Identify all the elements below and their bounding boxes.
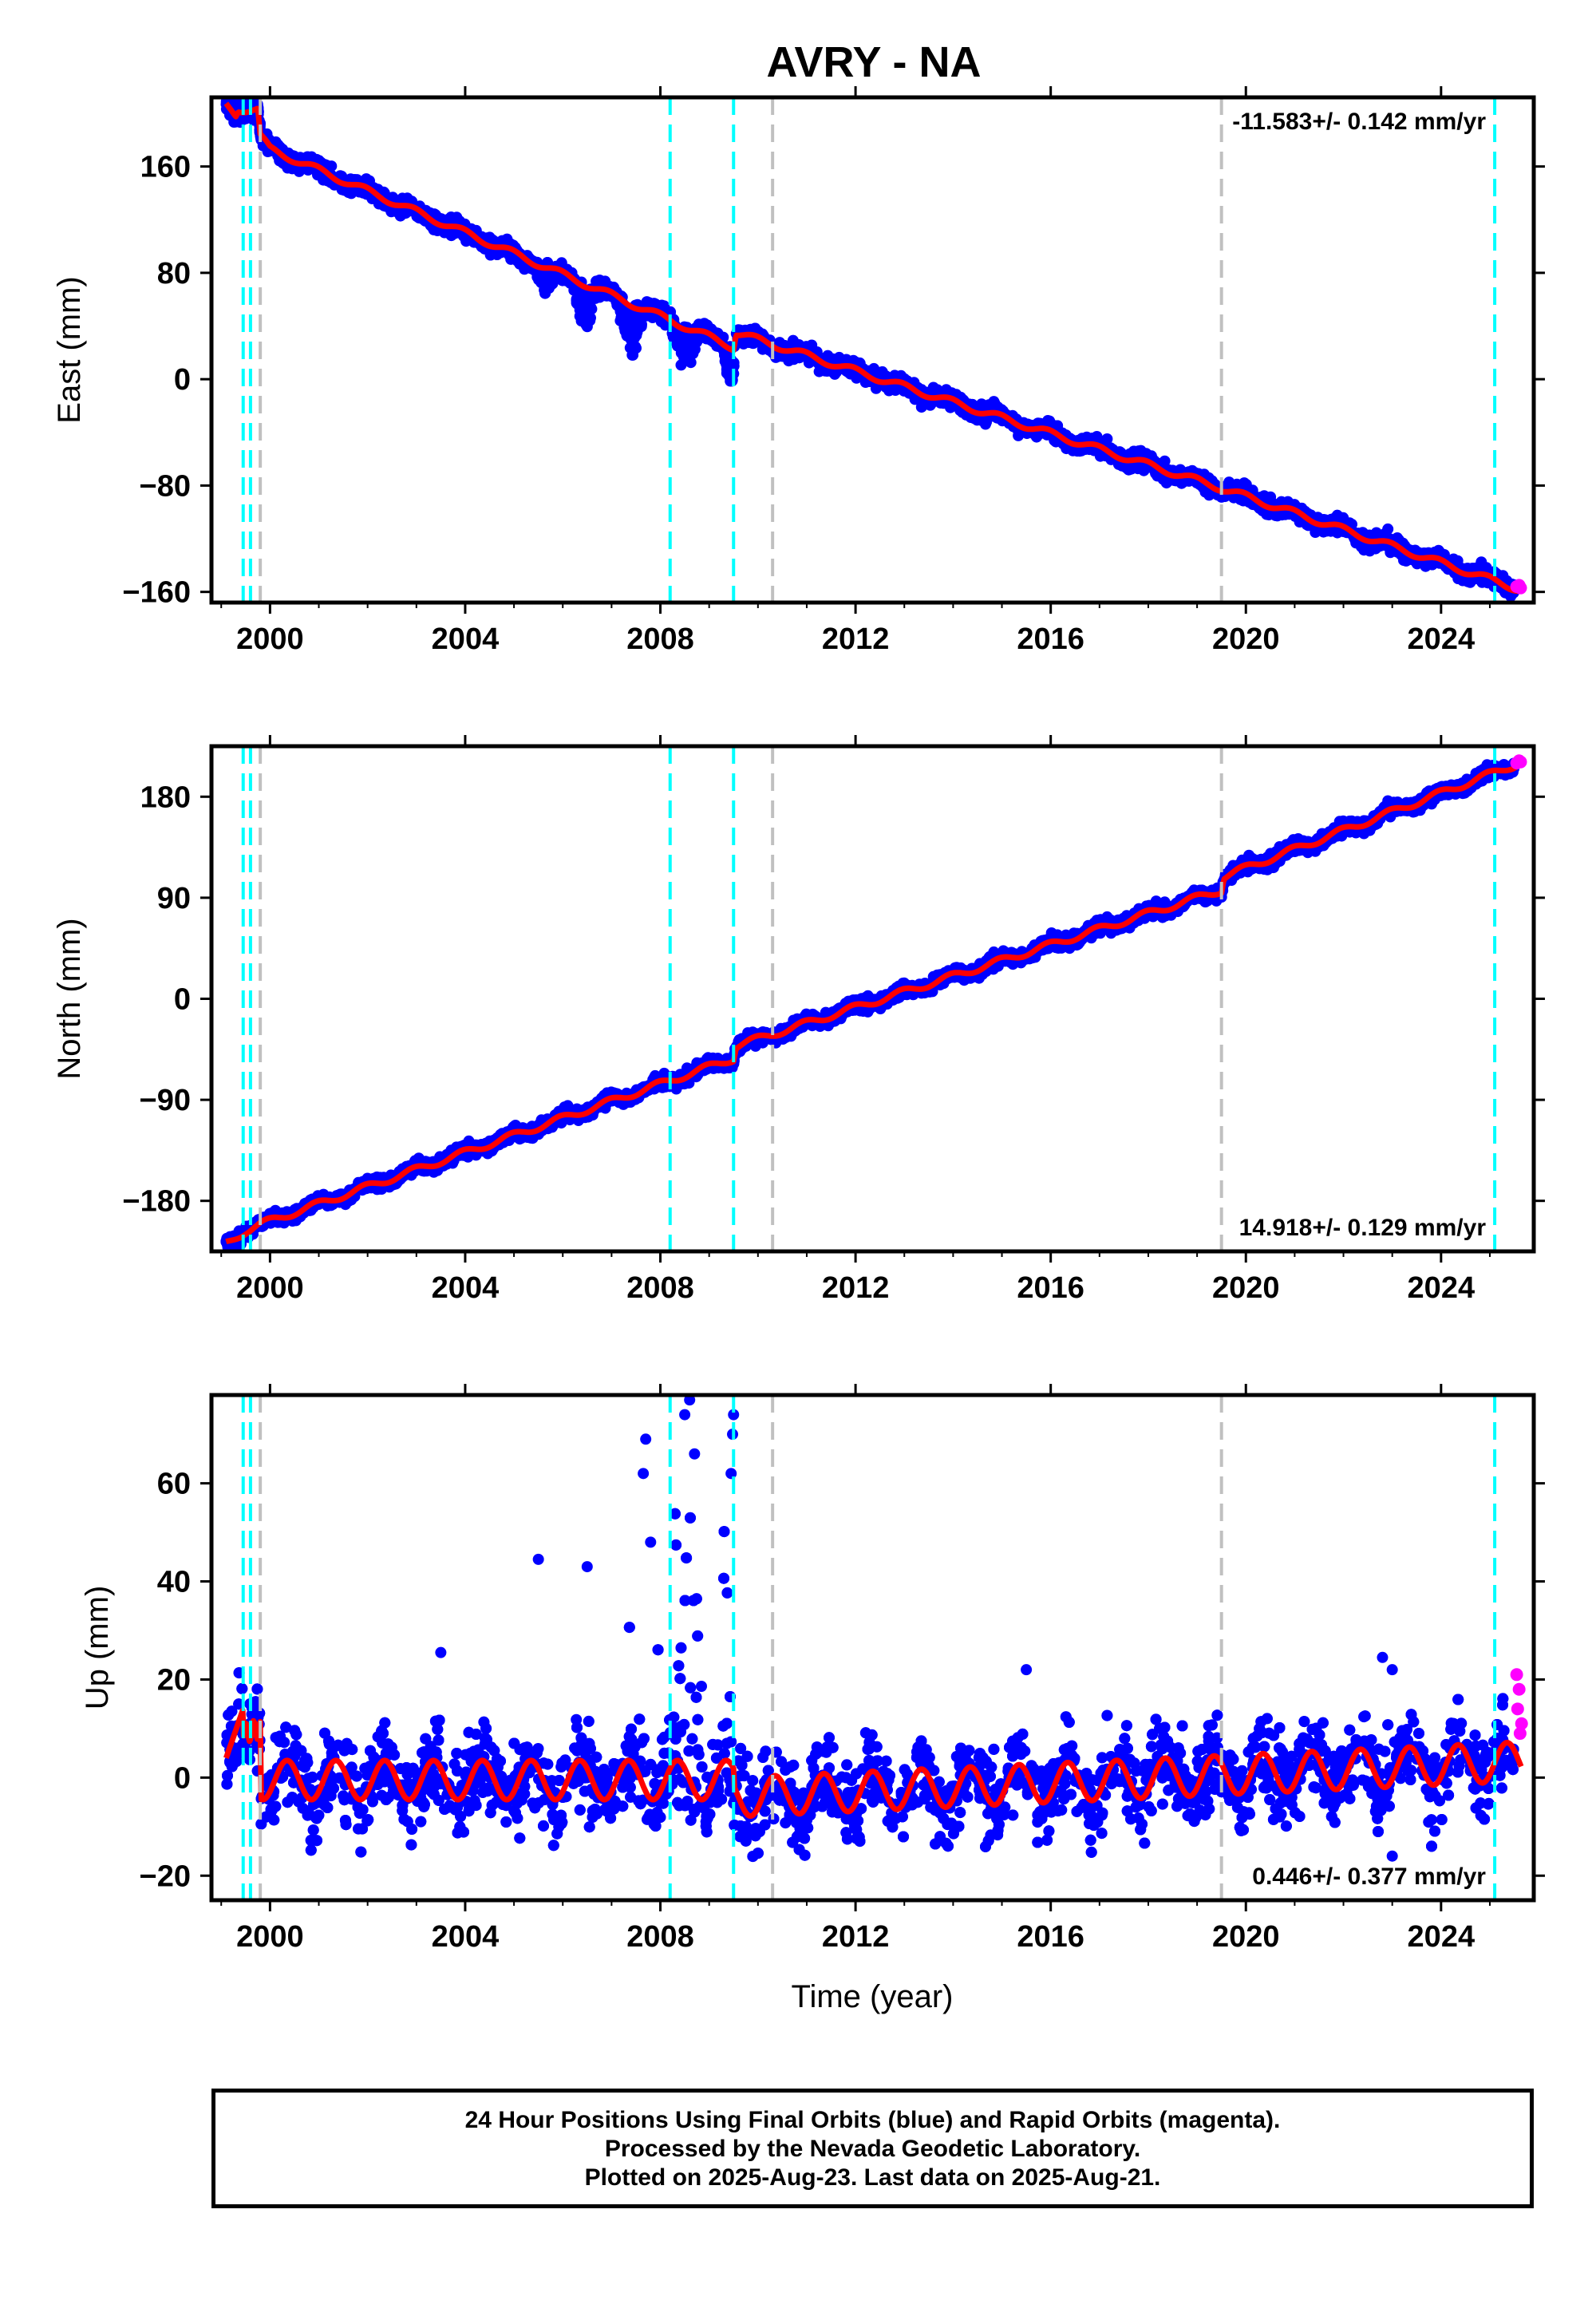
y-tick-label: 0 bbox=[174, 363, 191, 397]
final-orbit-point bbox=[539, 287, 551, 299]
panel-east: 2000 2004 2008 2012 2016 2020 2024 −160 −80 0 80 16… bbox=[52, 86, 1545, 656]
final-orbit-point bbox=[630, 342, 642, 354]
y-tick-label: 80 bbox=[157, 257, 191, 290]
y-tick-label: 160 bbox=[140, 151, 191, 184]
final-orbit-point bbox=[980, 417, 992, 428]
final-orbit-point bbox=[1270, 509, 1282, 521]
x-tick-label: 2016 bbox=[1017, 622, 1084, 656]
final-orbit-point bbox=[692, 334, 704, 346]
x-tick-label: 2012 bbox=[822, 622, 890, 656]
y-axis-label: East (mm) bbox=[52, 276, 87, 423]
final-orbit-point bbox=[698, 318, 710, 330]
final-orbit-point bbox=[514, 258, 526, 270]
x-tick-label: 2024 bbox=[1408, 622, 1476, 656]
final-orbit-point bbox=[689, 343, 701, 355]
x-tick-label: 2004 bbox=[432, 622, 500, 656]
velocity-rate-label: -11.583+/- 0.142 mm/yr bbox=[1232, 109, 1486, 135]
final-orbit-point bbox=[579, 309, 591, 321]
final-orbit-point bbox=[678, 347, 690, 359]
final-orbit-point bbox=[721, 366, 733, 378]
final-orbit-point bbox=[622, 330, 634, 342]
plot-area-north bbox=[220, 746, 1527, 1251]
final-orbit-point bbox=[1159, 455, 1171, 467]
plot-area-east bbox=[220, 97, 1527, 603]
final-orbit-point bbox=[1331, 509, 1343, 521]
final-orbit-point bbox=[571, 297, 583, 309]
rapid-orbit-point bbox=[1514, 581, 1527, 595]
final-orbit-point bbox=[491, 249, 503, 260]
x-tick-label: 2000 bbox=[236, 622, 304, 656]
x-tick-label: 2020 bbox=[1212, 622, 1280, 656]
panel-north: 2000 2004 2008 2012 2016 2020 2024−180−9009018… bbox=[52, 735, 1545, 1305]
x-tick-label: 2008 bbox=[626, 622, 694, 656]
final-orbit-point bbox=[1128, 445, 1140, 457]
final-orbit-point bbox=[539, 275, 551, 287]
final-orbit-point bbox=[986, 398, 997, 410]
final-orbit-point bbox=[635, 321, 647, 332]
y-tick-label: −160 bbox=[122, 576, 191, 610]
figure-title: AVRY - NA bbox=[766, 38, 981, 86]
y-tick-label: −80 bbox=[140, 469, 191, 503]
